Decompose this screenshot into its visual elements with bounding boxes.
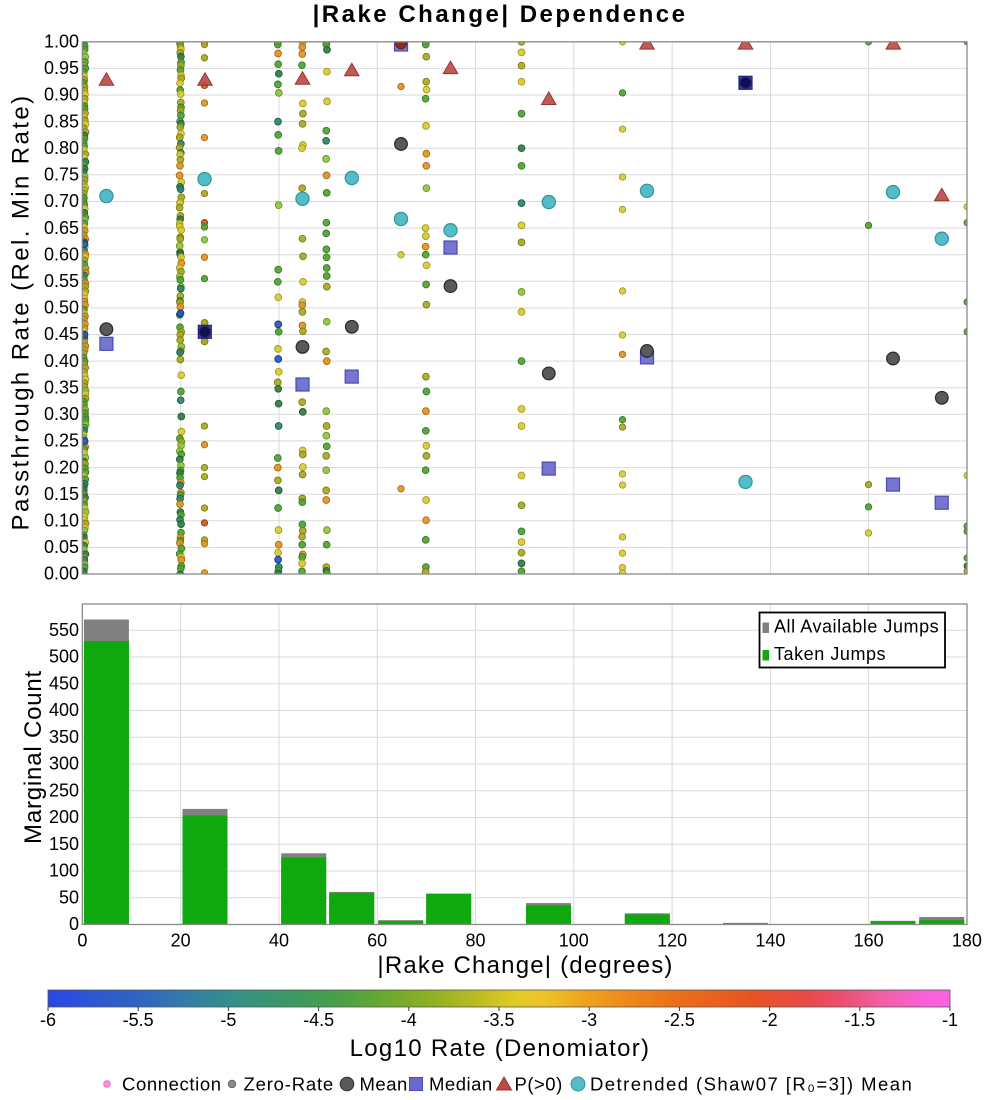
svg-text:0.25: 0.25 bbox=[44, 431, 79, 451]
svg-text:0.35: 0.35 bbox=[44, 377, 79, 397]
svg-text:120: 120 bbox=[657, 931, 687, 951]
svg-text:140: 140 bbox=[755, 931, 785, 951]
svg-text:200: 200 bbox=[49, 807, 79, 827]
svg-text:-5.5: -5.5 bbox=[123, 1010, 154, 1030]
svg-text:450: 450 bbox=[49, 674, 79, 694]
svg-text:Zero-Rate: Zero-Rate bbox=[244, 1074, 334, 1095]
svg-text:-5: -5 bbox=[220, 1010, 236, 1030]
svg-text:0.75: 0.75 bbox=[44, 165, 79, 185]
svg-text:80: 80 bbox=[465, 931, 485, 951]
svg-text:1.00: 1.00 bbox=[44, 32, 79, 52]
svg-text:Detrended (Shaw07 [R₀=3]) Mean: Detrended (Shaw07 [R₀=3]) Mean bbox=[590, 1074, 913, 1095]
svg-text:250: 250 bbox=[49, 781, 79, 801]
svg-text:Log10 Rate (Denomiator): Log10 Rate (Denomiator) bbox=[350, 1035, 651, 1062]
svg-text:0.70: 0.70 bbox=[44, 191, 79, 211]
svg-text:40: 40 bbox=[269, 931, 289, 951]
svg-text:180: 180 bbox=[952, 931, 982, 951]
svg-text:0: 0 bbox=[69, 914, 79, 934]
svg-text:0.15: 0.15 bbox=[44, 484, 79, 504]
svg-text:All Available Jumps: All Available Jumps bbox=[774, 617, 939, 637]
svg-text:0.45: 0.45 bbox=[44, 324, 79, 344]
svg-text:0.40: 0.40 bbox=[44, 351, 79, 371]
svg-text:60: 60 bbox=[367, 931, 387, 951]
svg-text:0.85: 0.85 bbox=[44, 111, 79, 131]
svg-text:-2.5: -2.5 bbox=[664, 1010, 695, 1030]
svg-text:P(>0): P(>0) bbox=[515, 1074, 563, 1095]
svg-text:100: 100 bbox=[49, 861, 79, 881]
svg-text:500: 500 bbox=[49, 647, 79, 667]
svg-text:0.00: 0.00 bbox=[44, 564, 79, 584]
svg-text:0.30: 0.30 bbox=[44, 404, 79, 424]
svg-text:-2: -2 bbox=[762, 1010, 778, 1030]
svg-text:-3.5: -3.5 bbox=[483, 1010, 514, 1030]
svg-text:20: 20 bbox=[171, 931, 191, 951]
svg-text:350: 350 bbox=[49, 727, 79, 747]
svg-text:0.10: 0.10 bbox=[44, 511, 79, 531]
svg-text:0: 0 bbox=[77, 931, 87, 951]
svg-text:0.90: 0.90 bbox=[44, 85, 79, 105]
svg-text:Mean: Mean bbox=[360, 1074, 408, 1095]
svg-text:-4: -4 bbox=[401, 1010, 417, 1030]
svg-text:150: 150 bbox=[49, 834, 79, 854]
svg-text:Marginal Count: Marginal Count bbox=[20, 670, 47, 844]
svg-text:-4.5: -4.5 bbox=[303, 1010, 334, 1030]
svg-text:Median: Median bbox=[429, 1074, 493, 1095]
svg-text:0.55: 0.55 bbox=[44, 271, 79, 291]
svg-text:550: 550 bbox=[49, 620, 79, 640]
svg-text:-6: -6 bbox=[40, 1010, 56, 1030]
svg-text:Connection: Connection bbox=[122, 1074, 222, 1095]
svg-text:0.50: 0.50 bbox=[44, 298, 79, 318]
svg-text:0.80: 0.80 bbox=[44, 138, 79, 158]
svg-text:0.60: 0.60 bbox=[44, 244, 79, 264]
svg-text:Passthrough Rate (Rel. Min Rat: Passthrough Rate (Rel. Min Rate) bbox=[8, 94, 35, 531]
svg-text:-3: -3 bbox=[581, 1010, 597, 1030]
svg-text:300: 300 bbox=[49, 754, 79, 774]
svg-text:100: 100 bbox=[559, 931, 589, 951]
svg-text:-1: -1 bbox=[942, 1010, 958, 1030]
svg-text:0.65: 0.65 bbox=[44, 218, 79, 238]
svg-text:0.05: 0.05 bbox=[44, 537, 79, 557]
svg-text:-1.5: -1.5 bbox=[844, 1010, 875, 1030]
svg-text:|Rake Change| (degrees): |Rake Change| (degrees) bbox=[377, 952, 673, 979]
svg-text:|Rake Change| Dependence: |Rake Change| Dependence bbox=[313, 1, 688, 28]
svg-text:50: 50 bbox=[59, 888, 79, 908]
svg-text:0.95: 0.95 bbox=[44, 58, 79, 78]
svg-text:160: 160 bbox=[854, 931, 884, 951]
svg-text:Taken Jumps: Taken Jumps bbox=[774, 644, 886, 664]
svg-text:0.20: 0.20 bbox=[44, 457, 79, 477]
svg-text:400: 400 bbox=[49, 700, 79, 720]
